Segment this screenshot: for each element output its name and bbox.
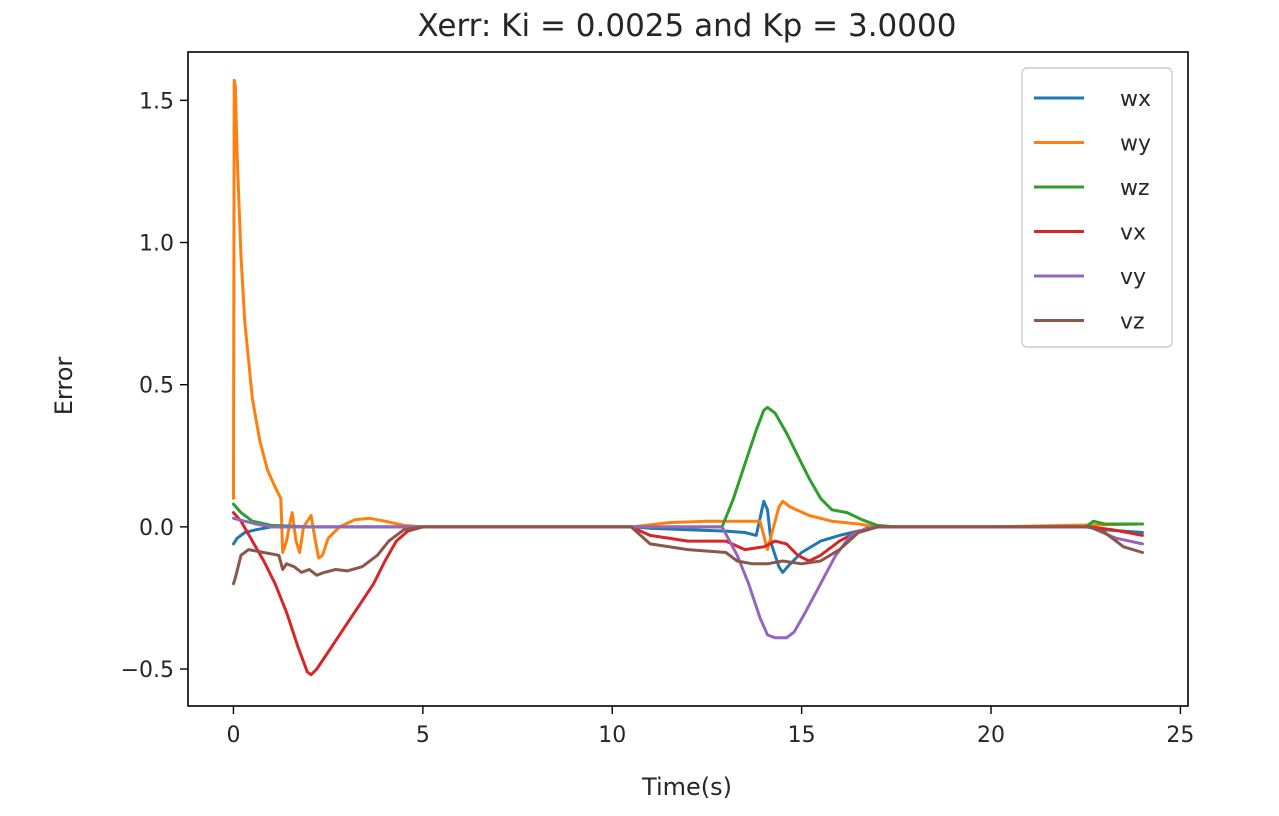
y-tick-label: 0.5	[139, 374, 174, 399]
x-tick-label: 0	[226, 723, 240, 748]
legend-label-vx: vx	[1120, 221, 1146, 246]
x-tick-label: 15	[788, 723, 816, 748]
legend-label-wy: wy	[1120, 132, 1151, 157]
x-tick-label: 5	[416, 723, 430, 748]
x-tick-label: 10	[598, 723, 626, 748]
legend-label-wx: wx	[1120, 87, 1151, 112]
y-axis-ticks: −0.5 0.0 0.5 1.0 1.5	[121, 89, 188, 683]
legend-label-vz: vz	[1120, 310, 1145, 335]
x-tick-label: 20	[977, 723, 1005, 748]
x-tick-label: 25	[1166, 723, 1194, 748]
series-line-wy	[232, 78, 1144, 560]
x-axis-ticks: 0 5 10 15 20 25	[226, 706, 1194, 748]
legend-label-wz: wz	[1120, 176, 1150, 201]
chart-title: Xerr: Ki = 0.0025 and Kp = 3.0000	[418, 8, 957, 44]
series-lines	[232, 78, 1144, 677]
y-axis-label: Error	[50, 357, 78, 416]
y-tick-label: 1.0	[139, 232, 174, 257]
y-tick-label: 0.0	[139, 516, 174, 541]
y-tick-label: 1.5	[139, 89, 174, 114]
legend: wx wy wz vx vy vz	[1021, 67, 1173, 348]
y-tick-label: −0.5	[121, 658, 174, 683]
legend-label-vy: vy	[1120, 265, 1146, 290]
series-line-vz	[232, 525, 1144, 586]
x-axis-label: Time(s)	[641, 773, 732, 801]
plot-area-frame	[187, 51, 1189, 707]
